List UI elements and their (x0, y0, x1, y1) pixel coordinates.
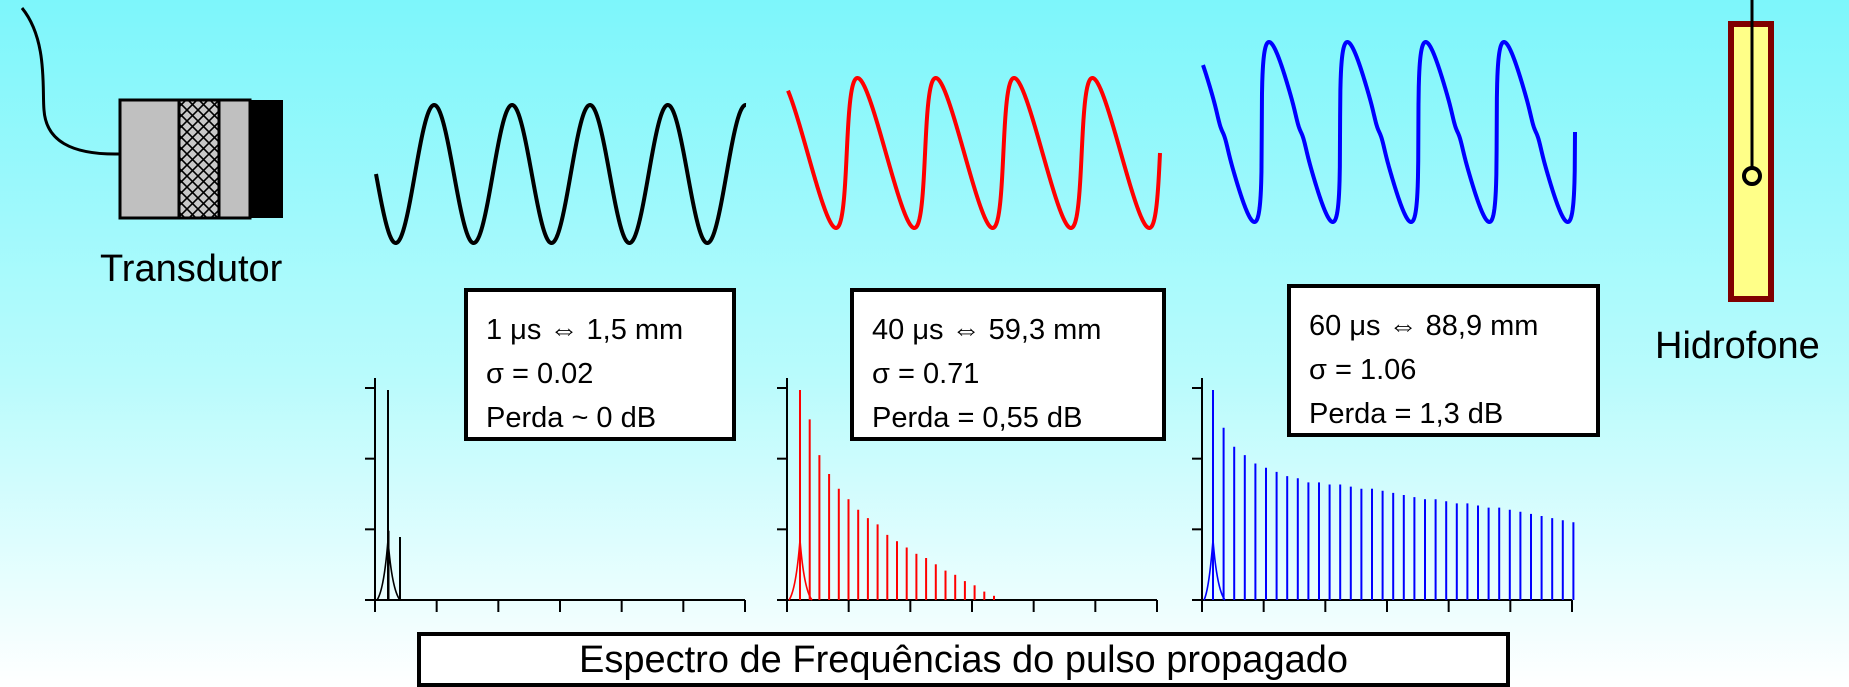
transducer-label: Transdutor (100, 248, 283, 290)
info-box-1: 1 μs ⇔ 1,5 mm σ = 0.02 Perda ~ 0 dB (464, 288, 736, 441)
loss-text: Perda = 0,55 dB (872, 402, 1083, 434)
waveform-undistorted (374, 102, 747, 246)
spectrum-base-hump (1203, 539, 1226, 601)
distance-text: 40 μs ⇔ 59,3 mm (872, 314, 1102, 346)
distance-text: 60 μs ⇔ 88,9 mm (1309, 310, 1539, 342)
distance-text: 1 μs ⇔ 1,5 mm (486, 314, 684, 346)
info-box-2: 40 μs ⇔ 59,3 mm σ = 0.71 Perda = 0,55 dB (850, 288, 1166, 441)
waveform-red-distorted (786, 75, 1162, 231)
waveform-blue-shock (1201, 39, 1577, 225)
sigma-text: σ = 1.06 (1309, 354, 1417, 386)
transducer-cable (20, 7, 121, 156)
info-box-3: 60 μs ⇔ 88,9 mm σ = 1.06 Perda = 1,3 dB (1287, 284, 1600, 437)
loss-text: Perda = 1,3 dB (1309, 398, 1504, 430)
spectrum-caption: Espectro de Frequências do pulso propaga… (417, 632, 1510, 687)
sigma-text: σ = 0.02 (486, 358, 594, 390)
spectrum-chart-blue (1192, 378, 1575, 612)
spectrum-chart-black (365, 378, 746, 612)
hydrophone-label: Hidrofone (1655, 325, 1820, 367)
transducer-icon (118, 98, 283, 220)
spectrum-chart-red (777, 378, 1158, 612)
hydrophone-icon (1728, 0, 1774, 302)
loss-text: Perda ~ 0 dB (486, 402, 657, 434)
sigma-text: σ = 0.71 (872, 358, 980, 390)
